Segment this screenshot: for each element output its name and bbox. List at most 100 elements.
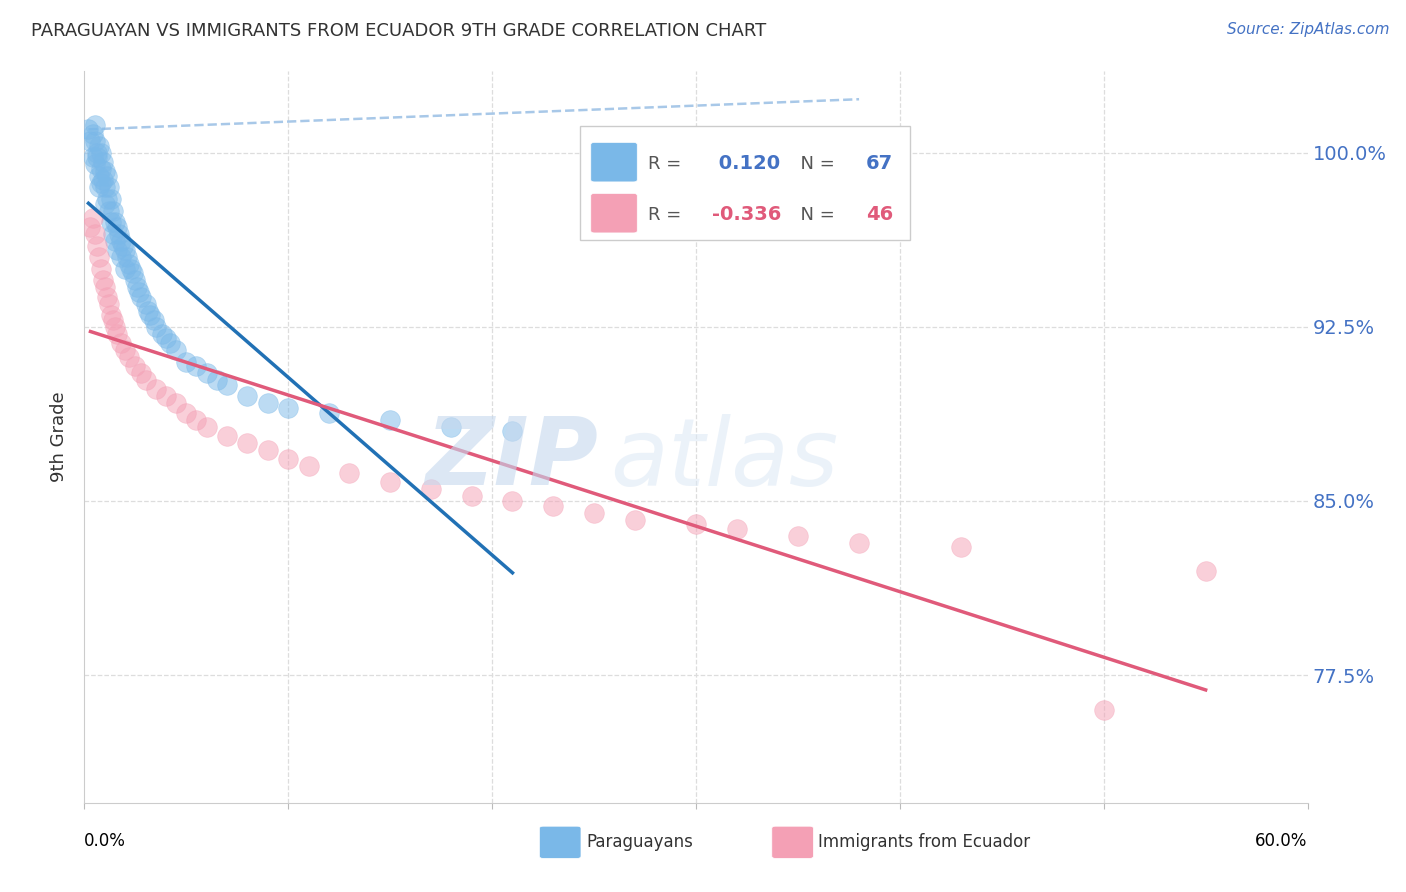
Text: -0.336: -0.336	[711, 205, 782, 224]
Point	[217, 429, 239, 443]
Point	[848, 535, 870, 549]
Point	[93, 164, 115, 178]
Point	[83, 157, 105, 171]
Point	[82, 211, 104, 225]
Point	[257, 442, 280, 457]
Point	[165, 396, 187, 410]
Point	[135, 296, 157, 310]
Point	[115, 250, 138, 264]
Point	[339, 466, 361, 480]
Point	[93, 280, 115, 294]
Point	[195, 366, 218, 380]
Point	[79, 219, 101, 234]
Point	[124, 359, 146, 374]
Point	[127, 280, 149, 294]
Point	[104, 234, 127, 248]
Point	[440, 419, 463, 434]
Text: atlas: atlas	[610, 414, 838, 505]
Point	[105, 326, 128, 341]
Point	[122, 266, 145, 280]
Point	[93, 196, 115, 211]
Point	[97, 203, 120, 218]
Text: R =: R =	[648, 154, 688, 173]
Text: 67: 67	[866, 154, 893, 173]
Point	[114, 261, 136, 276]
Point	[205, 373, 228, 387]
Point	[108, 227, 131, 241]
Point	[685, 517, 707, 532]
Point	[96, 192, 118, 206]
Point	[142, 313, 165, 327]
Point	[110, 250, 132, 264]
Point	[236, 389, 259, 403]
Point	[83, 227, 105, 241]
Point	[543, 499, 565, 513]
Point	[277, 401, 299, 415]
Text: 46: 46	[866, 205, 893, 224]
Point	[1195, 564, 1218, 578]
Point	[105, 243, 128, 257]
FancyBboxPatch shape	[579, 126, 910, 240]
Point	[174, 354, 197, 368]
Point	[77, 122, 100, 136]
Text: 60.0%: 60.0%	[1256, 832, 1308, 850]
Point	[93, 180, 115, 194]
Point	[145, 383, 167, 397]
Text: N =: N =	[789, 206, 841, 224]
Text: N =: N =	[789, 154, 841, 173]
Point	[145, 319, 167, 334]
Point	[502, 494, 524, 508]
Point	[87, 138, 110, 153]
Point	[110, 234, 132, 248]
Point	[318, 406, 340, 420]
Point	[583, 506, 606, 520]
Point	[420, 483, 443, 497]
Point	[159, 336, 181, 351]
Point	[82, 127, 104, 141]
Point	[97, 180, 120, 194]
Y-axis label: 9th Grade: 9th Grade	[51, 392, 69, 483]
Point	[380, 412, 402, 426]
Point	[90, 261, 112, 276]
Point	[96, 169, 118, 183]
Point	[128, 285, 150, 299]
Point	[217, 377, 239, 392]
FancyBboxPatch shape	[772, 826, 814, 858]
Text: ZIP: ZIP	[425, 413, 598, 505]
Point	[82, 150, 104, 164]
Point	[100, 192, 122, 206]
Point	[105, 219, 128, 234]
Point	[118, 350, 141, 364]
Point	[124, 273, 146, 287]
Point	[114, 343, 136, 357]
Point	[155, 331, 177, 345]
Point	[87, 250, 110, 264]
Point	[90, 145, 112, 160]
Text: 0.120: 0.120	[711, 154, 780, 173]
Point	[1092, 703, 1115, 717]
Point	[97, 296, 120, 310]
Point	[135, 373, 157, 387]
Text: Source: ZipAtlas.com: Source: ZipAtlas.com	[1226, 22, 1389, 37]
Point	[86, 150, 108, 164]
Point	[165, 343, 187, 357]
Point	[150, 326, 173, 341]
Point	[174, 406, 197, 420]
Point	[131, 366, 153, 380]
Point	[91, 273, 114, 287]
Text: Immigrants from Ecuador: Immigrants from Ecuador	[818, 832, 1031, 851]
Point	[277, 452, 299, 467]
Point	[101, 313, 124, 327]
Point	[112, 238, 135, 252]
Point	[87, 169, 110, 183]
Text: 0.0%: 0.0%	[84, 832, 127, 850]
Point	[380, 475, 402, 490]
Point	[195, 419, 218, 434]
Point	[101, 227, 124, 241]
Point	[950, 541, 973, 555]
Point	[155, 389, 177, 403]
Point	[104, 319, 127, 334]
Point	[298, 459, 321, 474]
Point	[101, 203, 124, 218]
Point	[114, 243, 136, 257]
